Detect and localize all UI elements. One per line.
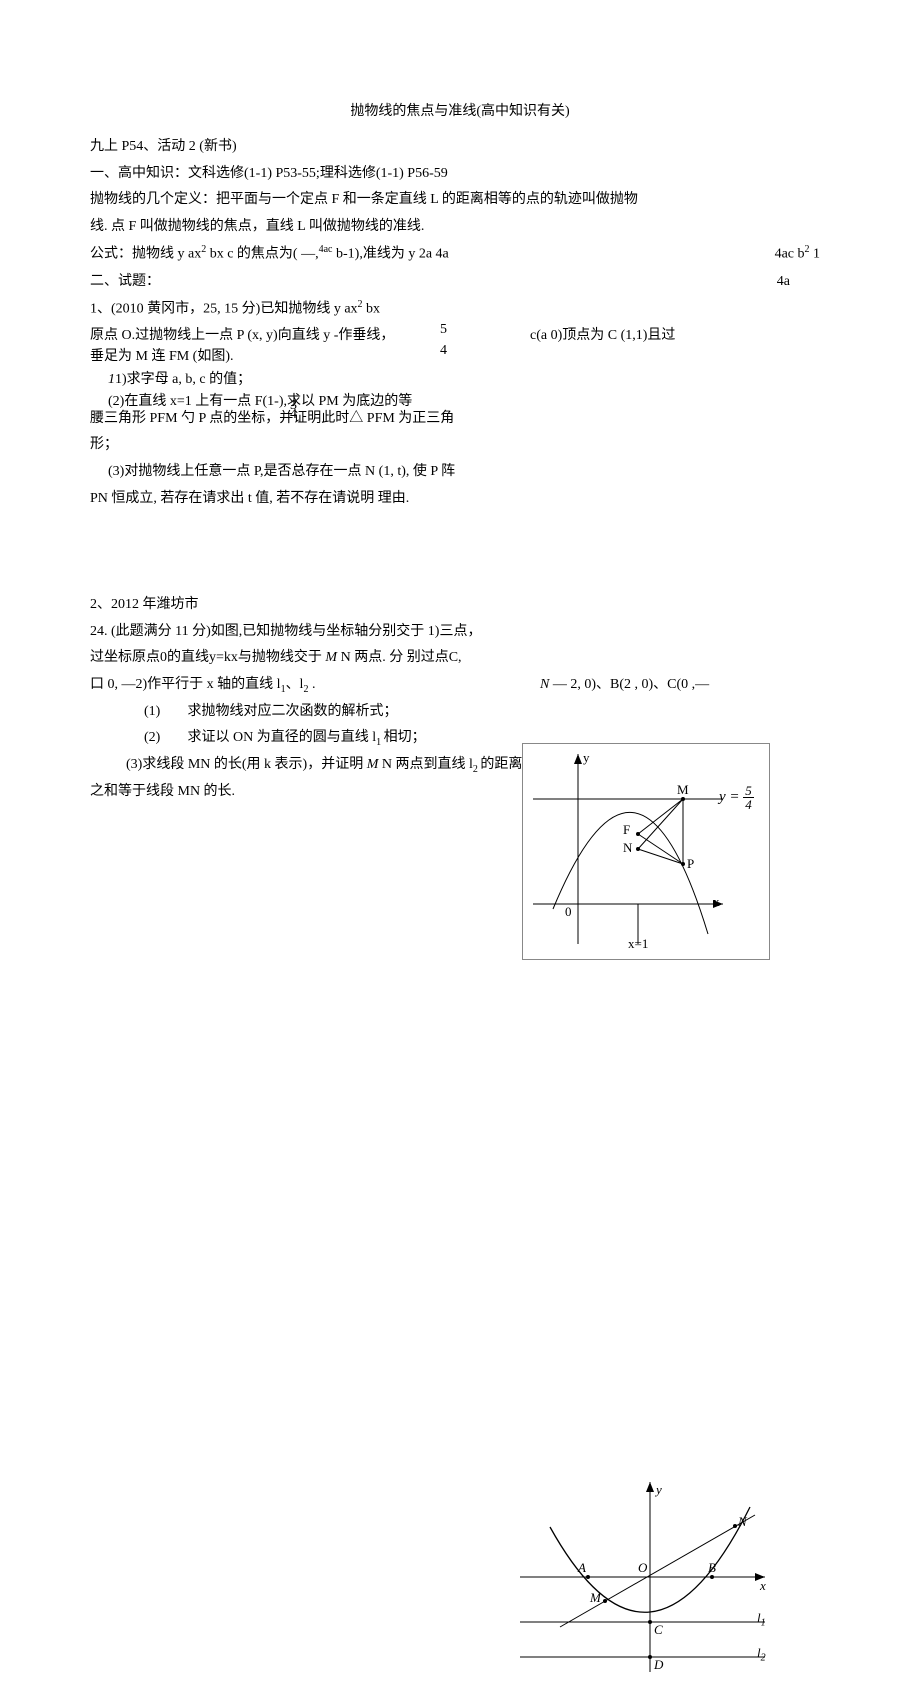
q1-body1-right: c(a 0)顶点为 C (1,1)且过 xyxy=(530,323,675,350)
line-q1-sub3b: PN 恒成立, 若存在请求出 t 值, 若不存在请说明 理由. xyxy=(90,486,550,513)
fig1-x-label: x xyxy=(713,894,720,910)
line-q2-body1: 24. (此题满分 11 分)如图,已知抛物线与坐标轴分别交于 1)三点， xyxy=(90,619,630,646)
fig2-A-label: A xyxy=(578,1560,586,1576)
line-q1-sub3a: (3)对抛物线上任意一点 P,是否总存在一点 N (1, t), 使 P 阵 xyxy=(90,459,568,486)
q1-body1-a: 原点 O.过抛物线上一点 P (x, y)向直线 y -作垂线， xyxy=(90,328,394,343)
line-q1-sub2c: 形； xyxy=(90,432,550,459)
q2-sub2-text-a: 求证以 ON 为直径的圆与直线 l xyxy=(188,730,377,745)
fig2-O-label: O xyxy=(638,1560,647,1576)
line-q1-body1: 原点 O.过抛物线上一点 P (x, y)向直线 y -作垂线， 5 c(a 0… xyxy=(90,323,830,350)
fig1-O-label: 0 xyxy=(565,904,572,920)
fig2-M-label: M xyxy=(590,1590,601,1606)
page: 抛物线的焦点与准线(高中知识有关) 九上 P54、活动 2 (新书) 一、高中知… xyxy=(0,0,920,866)
line-def2: 线. 点 F 叫做抛物线的焦点，直线 L 叫做抛物线的准线. xyxy=(90,214,830,241)
fig1-F-label: F xyxy=(623,822,630,838)
q2-body2-M: M xyxy=(325,650,340,665)
line-q2-sub3b: 之和等于线段 MN 的长. xyxy=(90,779,630,806)
fig2-l2-sub: 2 xyxy=(761,1653,766,1664)
problem-1-block: 原点 O.过抛物线上一点 P (x, y)向直线 y -作垂线， 5 c(a 0… xyxy=(90,323,830,512)
spacer-1 xyxy=(90,512,830,592)
q2-sub1-text: 求抛物线对应二次函数的解析式； xyxy=(188,704,398,719)
line-formula: 公式：抛物线 y ax2 bx c 的焦点为( —,4ac b-1),准线为 y… xyxy=(90,240,830,268)
fig2-D-label: D xyxy=(654,1657,663,1673)
line-q2-sub2: (2) 求证以 ON 为直径的圆与直线 l1 相切； xyxy=(90,725,830,752)
q2-sub3-M: M xyxy=(363,757,382,772)
fig1-P-label: P xyxy=(687,856,694,872)
fig2-C-label: C xyxy=(654,1622,663,1638)
q2-body3-a: 口 0, —2)作平行于 x 轴的直线 l xyxy=(90,677,281,692)
line-hs-intro: 一、高中知识：文科选修(1-1) P53-55;理科选修(1-1) P56-59 xyxy=(90,161,830,188)
line-q2-sub1: (1) 求抛物线对应二次函数的解析式； xyxy=(90,699,830,726)
q2-body2-a: 过坐标原点0的直线y=kx与抛物线交于 xyxy=(90,650,325,665)
formula-right: 4ac b2 1 xyxy=(775,240,820,268)
line-q1-head: 1、(2010 黄冈市，25, 15 分)已知抛物线 y ax2 bx xyxy=(90,295,830,323)
q1-head-b: bx xyxy=(363,302,381,317)
fig2-y-label: y xyxy=(656,1482,662,1498)
line-q2-body3: 口 0, —2)作平行于 x 轴的直线 l1、l2 . N — 2, 0)、B(… xyxy=(90,672,830,699)
line-q2-head: 2、2012 年潍坊市 xyxy=(90,592,830,619)
sub-1b: 1 xyxy=(376,737,384,748)
q1-sub1-num: 1 xyxy=(108,372,115,387)
fig2-x-label: x xyxy=(760,1578,766,1594)
formula-right-b: 1 xyxy=(810,247,821,262)
frac-den-4b: 4 xyxy=(290,402,297,429)
q2-enum2: (2) xyxy=(144,725,184,752)
fig2-l1-label: l1 xyxy=(757,1610,766,1629)
formula-part-c: b-1),准线为 y 2a 4a xyxy=(333,247,449,262)
section2-label: 二、试题： xyxy=(90,274,160,289)
q2-body3-c: . xyxy=(308,677,315,692)
fig2-B-label: B xyxy=(708,1560,716,1576)
q2-sub3-c: 的距离 xyxy=(480,757,522,772)
q1-head-a: 1、(2010 黄冈市，25, 15 分)已知抛物线 y ax xyxy=(90,302,358,317)
fig1-N-label: N xyxy=(623,840,632,856)
line-q1-sub2b: 腰三角形 PFM 勺 P 点的坐标，并证明此时△ PFM 为正三角 xyxy=(90,406,550,433)
sup-4ac: 4ac xyxy=(319,244,333,255)
formula-right-4a: 4a xyxy=(777,269,790,296)
doc-title: 抛物线的焦点与准线(高中知识有关) xyxy=(90,100,830,120)
q2-body3-right: N — 2, 0)、B(2 , 0)、C(0 ,— xyxy=(540,672,709,699)
formula-part-b: bx c 的焦点为( —, xyxy=(206,247,318,262)
q2-body3-N: N xyxy=(540,677,553,692)
q2-body3-right-text: — 2, 0)、B(2 , 0)、C(0 ,— xyxy=(553,677,709,692)
q2-sub3-a: (3)求线段 MN 的长(用 k 表示)，并证明 xyxy=(126,757,363,772)
formula-part-a: 公式：抛物线 y ax xyxy=(90,247,201,262)
fig1-xline-label: x=1 xyxy=(628,936,648,952)
q2-body2-b: N 两点. 分 别过点C, xyxy=(341,650,462,665)
q2-body3-b: 、l xyxy=(286,677,304,692)
problem-2-block: 2、2012 年潍坊市 24. (此题满分 11 分)如图,已知抛物线与坐标轴分… xyxy=(90,592,830,805)
line-q2-sub3a: (3)求线段 MN 的长(用 k 表示)，并证明 M N 两点到直线 l2 的距… xyxy=(90,752,666,779)
frac-den-4: 4 xyxy=(440,338,447,365)
fig2-l2-label: l2 xyxy=(757,1645,766,1664)
q2-sub3-b: N 两点到直线 l xyxy=(382,757,473,772)
q1-sub1-text: 1)求字母 a, b, c 的值； xyxy=(115,372,251,387)
q2-sub2-text-b: 相切； xyxy=(384,730,426,745)
figure-2: y x A B O M N C D l1 l2 xyxy=(520,1482,770,1677)
q2-enum1: (1) xyxy=(144,699,184,726)
line-def1: 抛物线的几个定义：把平面与一个定点 F 和一条定直线 L 的距离相等的点的轨迹叫… xyxy=(90,187,830,214)
line-section2: 二、试题： 4a xyxy=(90,269,830,296)
formula-right-a: 4ac b xyxy=(775,247,805,262)
line-q2-body2: 过坐标原点0的直线y=kx与抛物线交于 M N 两点. 分 别过点C, xyxy=(90,645,630,672)
fig2-N-label: N xyxy=(738,1514,747,1530)
figure-2-svg xyxy=(520,1482,770,1677)
fig2-l1-sub: 1 xyxy=(761,1618,766,1629)
line-ref1: 九上 P54、活动 2 (新书) xyxy=(90,134,830,161)
